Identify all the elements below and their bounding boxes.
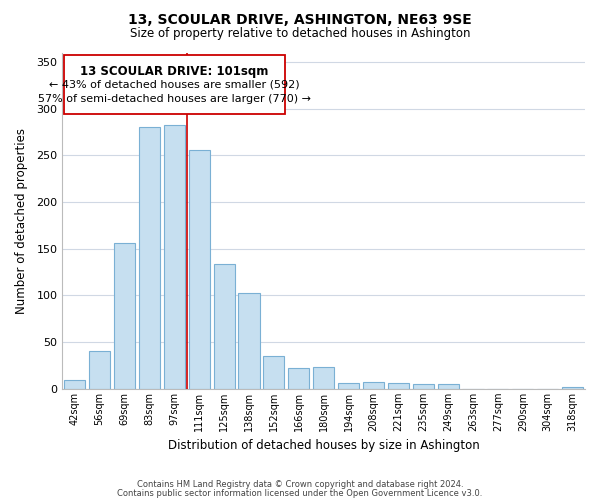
Text: Size of property relative to detached houses in Ashington: Size of property relative to detached ho… <box>130 28 470 40</box>
Text: ← 43% of detached houses are smaller (592): ← 43% of detached houses are smaller (59… <box>49 80 299 90</box>
Bar <box>338 384 359 389</box>
Bar <box>263 356 284 389</box>
Bar <box>562 387 583 389</box>
Bar <box>114 243 135 389</box>
Text: Contains public sector information licensed under the Open Government Licence v3: Contains public sector information licen… <box>118 489 482 498</box>
Bar <box>188 150 210 389</box>
Bar <box>388 384 409 389</box>
Bar <box>139 128 160 389</box>
Bar <box>164 126 185 389</box>
Text: 13, SCOULAR DRIVE, ASHINGTON, NE63 9SE: 13, SCOULAR DRIVE, ASHINGTON, NE63 9SE <box>128 12 472 26</box>
Bar <box>437 384 458 389</box>
Text: Contains HM Land Registry data © Crown copyright and database right 2024.: Contains HM Land Registry data © Crown c… <box>137 480 463 489</box>
Bar <box>313 368 334 389</box>
Text: 57% of semi-detached houses are larger (770) →: 57% of semi-detached houses are larger (… <box>38 94 311 104</box>
Bar <box>238 292 260 389</box>
Text: 13 SCOULAR DRIVE: 101sqm: 13 SCOULAR DRIVE: 101sqm <box>80 64 269 78</box>
Bar <box>64 380 85 389</box>
Bar <box>363 382 384 389</box>
Bar <box>288 368 310 389</box>
Bar <box>413 384 434 389</box>
FancyBboxPatch shape <box>64 56 285 114</box>
Bar <box>214 264 235 389</box>
Bar <box>89 350 110 389</box>
X-axis label: Distribution of detached houses by size in Ashington: Distribution of detached houses by size … <box>168 440 479 452</box>
Y-axis label: Number of detached properties: Number of detached properties <box>15 128 28 314</box>
